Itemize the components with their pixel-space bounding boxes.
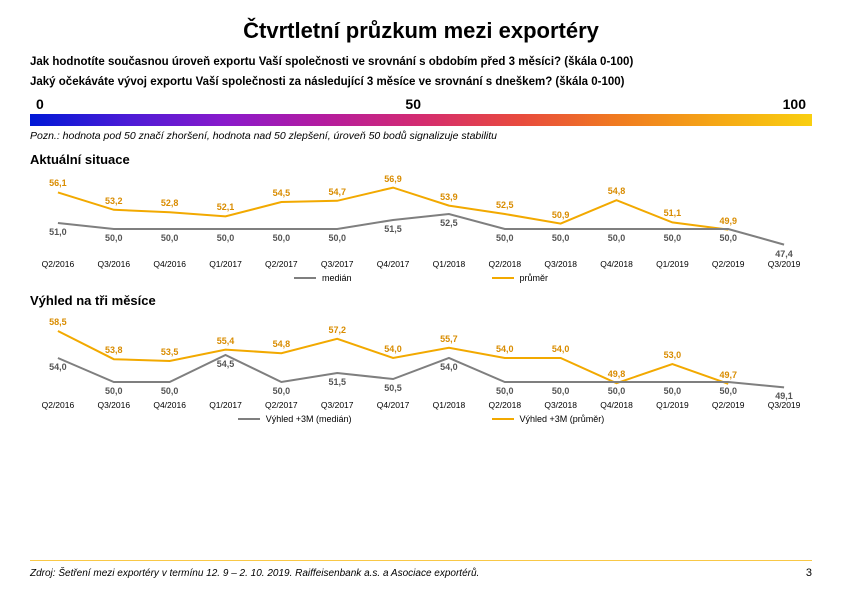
axis-tick: Q4/2016 [142,259,198,269]
axis-tick: Q3/2018 [533,259,589,269]
axis-tick: Q2/2016 [30,259,86,269]
axis-tick: Q2/2018 [477,400,533,410]
chart1-x-axis: Q2/2016Q3/2016Q4/2016Q1/2017Q2/2017Q3/20… [30,259,812,269]
axis-tick: Q2/2018 [477,259,533,269]
legend-item-avg: průměr [492,273,549,283]
legend-label: medián [322,273,352,283]
axis-tick: Q3/2017 [309,259,365,269]
axis-tick: Q2/2019 [700,259,756,269]
legend-1: medián průměr [30,273,812,283]
axis-tick: Q1/2018 [421,400,477,410]
legend-item-median: medián [294,273,352,283]
axis-tick: Q2/2017 [253,400,309,410]
scale-max: 100 [783,96,806,112]
chart-current-situation: 56,153,252,852,154,554,756,953,952,550,9… [30,169,812,259]
axis-tick: Q4/2018 [589,259,645,269]
legend-label: průměr [520,273,549,283]
chart2-x-axis: Q2/2016Q3/2016Q4/2016Q1/2017Q2/2017Q3/20… [30,400,812,410]
question-1: Jak hodnotíte současnou úroveň exportu V… [30,56,812,68]
legend-label: Výhled +3M (průměr) [520,414,605,424]
legend-item-outlook-avg: Výhled +3M (průměr) [492,414,605,424]
axis-tick: Q1/2018 [421,259,477,269]
source-text: Zdroj: Šetření mezi exportéry v termínu … [30,568,479,579]
axis-tick: Q3/2017 [309,400,365,410]
axis-tick: Q1/2019 [644,259,700,269]
scale-gradient-bar [30,114,812,126]
legend-label: Výhled +3M (medián) [266,414,352,424]
axis-tick: Q3/2016 [86,259,142,269]
page-number: 3 [806,567,812,579]
axis-tick: Q2/2019 [700,400,756,410]
scale-note: Pozn.: hodnota pod 50 značí zhoršení, ho… [30,130,812,142]
scale-legend: 0 50 100 [30,96,812,126]
axis-tick: Q1/2017 [198,400,254,410]
axis-tick: Q1/2017 [198,259,254,269]
axis-tick: Q4/2017 [365,400,421,410]
axis-tick: Q3/2019 [756,400,812,410]
axis-tick: Q3/2018 [533,400,589,410]
chart-outlook: 58,553,853,555,454,857,254,055,754,054,0… [30,310,812,400]
axis-tick: Q3/2016 [86,400,142,410]
axis-tick: Q3/2019 [756,259,812,269]
page-title: Čtvrtletní průzkum mezi exportéry [30,18,812,44]
scale-min: 0 [36,96,44,112]
footer-divider [30,560,812,561]
axis-tick: Q1/2019 [644,400,700,410]
question-2: Jaký očekáváte vývoj exportu Vaší společ… [30,76,812,88]
axis-tick: Q4/2018 [589,400,645,410]
section-title-outlook: Výhled na tři měsíce [30,293,812,308]
legend-2: Výhled +3M (medián) Výhled +3M (průměr) [30,414,812,424]
scale-mid: 50 [405,96,421,112]
axis-tick: Q4/2016 [142,400,198,410]
legend-item-outlook-median: Výhled +3M (medián) [238,414,352,424]
axis-tick: Q2/2017 [253,259,309,269]
axis-tick: Q2/2016 [30,400,86,410]
axis-tick: Q4/2017 [365,259,421,269]
section-title-current: Aktuální situace [30,152,812,167]
